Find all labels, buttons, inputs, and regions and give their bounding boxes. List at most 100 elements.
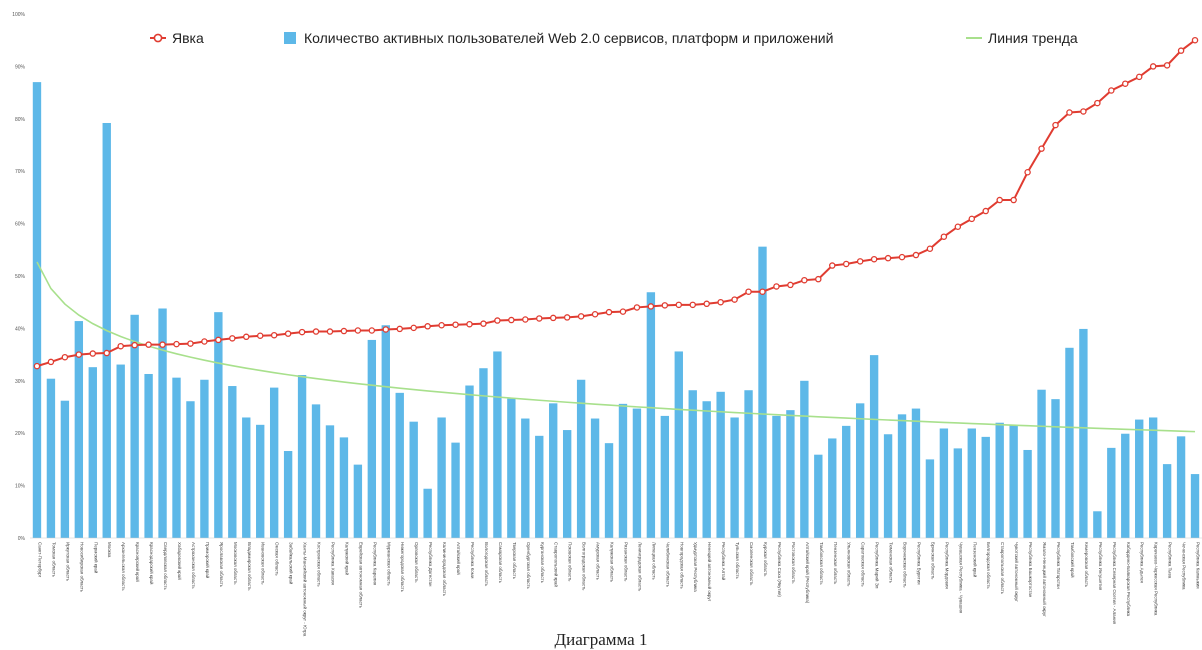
x-tick-label: Республика Алтай <box>721 542 727 581</box>
bar <box>242 417 251 538</box>
bar <box>995 422 1004 538</box>
bar <box>549 403 558 538</box>
bar <box>214 312 223 538</box>
bar <box>507 398 516 538</box>
x-tick-label: Ярославская область <box>219 542 224 588</box>
turnout-point <box>536 315 543 322</box>
x-tick-label: Новосибирская область <box>79 542 84 593</box>
x-tick-label: Пермский край <box>93 542 99 574</box>
turnout-point <box>926 245 934 253</box>
x-tick-label: Курская область <box>763 542 768 577</box>
x-tick-label: Республика Марий Эл <box>875 542 881 589</box>
x-tick-label: Ставропольский край <box>554 542 560 587</box>
turnout-point <box>1191 36 1199 44</box>
bar <box>269 387 279 538</box>
turnout-point <box>312 328 320 335</box>
x-tick-label: Оренбургская область <box>526 542 531 590</box>
turnout-point <box>382 326 390 333</box>
x-tick-label: Томская область <box>51 542 56 578</box>
bar <box>158 308 167 538</box>
x-tick-label: Калужская область <box>610 542 615 583</box>
x-tick-label: Ямало-Ненецкий автономный округ <box>1042 542 1048 617</box>
turnout-point <box>1094 99 1101 107</box>
bar <box>521 418 530 538</box>
x-tick-label: Санкт-Петербург <box>37 542 42 578</box>
turnout-point <box>703 300 710 308</box>
bar <box>1176 436 1186 538</box>
turnout-point <box>1010 196 1017 204</box>
y-tick-label: 70% <box>15 169 26 175</box>
x-tick-label: Москва <box>107 542 112 558</box>
legend-turnout-label: Явка <box>172 30 204 46</box>
bar <box>772 415 781 538</box>
bar <box>1079 328 1088 538</box>
x-tick-label: Калининградская область <box>442 542 447 597</box>
turnout-point <box>103 349 110 357</box>
bar <box>367 339 377 538</box>
bar <box>828 438 837 538</box>
turnout-point <box>117 342 124 350</box>
x-tick-label: Иркутская область <box>65 542 70 582</box>
x-tick-label: Хабаровский край <box>177 542 183 580</box>
x-tick-label: Владимирская область <box>247 542 252 591</box>
turnout-point <box>480 320 487 327</box>
bar <box>32 82 42 539</box>
legend-turnout-marker <box>153 33 163 43</box>
x-tick-label: Ленинградская область <box>637 542 642 592</box>
turnout-point <box>968 215 976 223</box>
x-tick-label: Республика Северная Осетия - Алания <box>1112 542 1117 625</box>
bar <box>758 246 767 538</box>
turnout-point <box>982 207 989 215</box>
x-tick-label: Республика Хакасия <box>330 542 335 585</box>
y-tick-label: 10% <box>15 484 26 490</box>
bar <box>1148 417 1158 538</box>
bar <box>618 403 628 538</box>
bar <box>1121 433 1130 538</box>
x-tick-label: Белгородская область <box>986 542 991 589</box>
turnout-point <box>438 322 445 329</box>
bar <box>925 459 935 538</box>
turnout-point <box>340 327 348 335</box>
x-tick-label: Ханты-Мансийский автономный округ - Югра <box>303 542 309 637</box>
x-tick-label: Омская область <box>275 542 280 576</box>
legend-bar-label: Количество активных пользователей Web 2.… <box>304 30 833 46</box>
bar <box>353 464 363 538</box>
bar <box>172 377 181 538</box>
bar <box>1190 474 1200 538</box>
x-tick-label: Астраханская область <box>191 542 196 589</box>
turnout-point <box>633 304 641 311</box>
turnout-point <box>75 351 83 358</box>
turnout-point <box>298 328 306 336</box>
x-tick-label: Кабардино-Балкарская Республика <box>1126 542 1131 617</box>
turnout-point <box>284 330 292 337</box>
bar <box>576 379 586 538</box>
x-tick-label: Тамбовская область <box>819 542 824 585</box>
turnout-point <box>996 196 1003 204</box>
x-tick-label: Новгородская область <box>679 542 684 590</box>
y-tick-label: 100% <box>12 12 25 18</box>
bar <box>1009 424 1018 538</box>
x-tick-label: Курганская область <box>540 542 545 584</box>
bar <box>842 425 851 538</box>
bar <box>702 401 711 538</box>
x-tick-label: Псковская область <box>568 542 573 582</box>
x-tick-label: Тюменская область <box>889 542 894 584</box>
x-tick-label: Волгоградская область <box>582 542 587 591</box>
x-tick-label: Липецкая область <box>651 542 656 581</box>
bar <box>660 415 670 538</box>
turnout-point <box>731 296 738 303</box>
bar <box>60 400 70 538</box>
bar <box>716 391 725 538</box>
turnout-point <box>675 301 683 309</box>
bar <box>1051 399 1060 538</box>
turnout-point <box>396 325 403 333</box>
bar <box>967 428 976 538</box>
x-tick-label: Забайкальский край <box>289 542 295 585</box>
bar <box>562 430 572 538</box>
bar <box>256 424 265 538</box>
bar <box>911 408 921 538</box>
x-tick-label: Воронежская область <box>903 542 908 588</box>
turnout-point <box>591 311 599 318</box>
turnout-point <box>745 288 752 295</box>
